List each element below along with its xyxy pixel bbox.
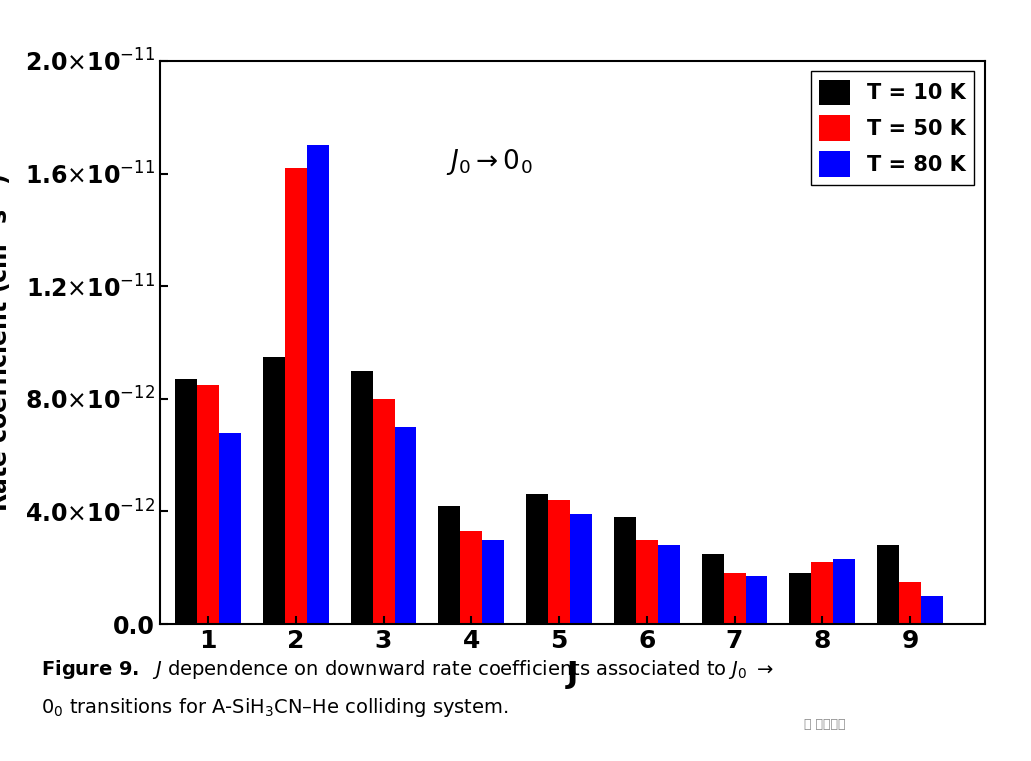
Bar [548, 500, 570, 624]
Bar [175, 379, 197, 624]
Bar [702, 554, 724, 624]
Bar [526, 495, 548, 624]
X-axis label: J: J [566, 660, 578, 689]
Bar [613, 517, 636, 624]
Bar [899, 582, 921, 624]
Text: 🧧 泰科科技: 🧧 泰科科技 [804, 718, 845, 731]
Y-axis label: Rate coefficient (cm$^3$ s$^{-1}$): Rate coefficient (cm$^3$ s$^{-1}$) [0, 174, 13, 511]
Bar [790, 573, 811, 624]
Bar [285, 168, 307, 624]
Bar [372, 399, 395, 624]
Bar [197, 385, 219, 624]
Bar [219, 432, 241, 624]
Bar [570, 514, 592, 624]
Bar [395, 427, 417, 624]
Bar [483, 540, 504, 624]
Bar [877, 545, 899, 624]
Bar [263, 357, 285, 624]
Bar [351, 371, 372, 624]
Text: $0_0$ transitions for A-SiH$_3$CN–He colliding system.: $0_0$ transitions for A-SiH$_3$CN–He col… [41, 696, 509, 719]
Bar [438, 506, 460, 624]
Bar [307, 145, 329, 624]
Bar [811, 562, 833, 624]
Text: $J_0 \rightarrow 0_0$: $J_0 \rightarrow 0_0$ [446, 147, 533, 177]
Bar [658, 545, 679, 624]
Bar [724, 573, 745, 624]
Bar [636, 540, 658, 624]
Bar [745, 576, 767, 624]
Bar [833, 559, 855, 624]
Bar [460, 531, 483, 624]
Bar [921, 596, 943, 624]
Text: $\mathbf{Figure\ 9.}$  $J$ dependence on downward rate coefficients associated t: $\mathbf{Figure\ 9.}$ $J$ dependence on … [41, 658, 774, 681]
Legend: T = 10 K, T = 50 K, T = 80 K: T = 10 K, T = 50 K, T = 80 K [810, 72, 974, 185]
